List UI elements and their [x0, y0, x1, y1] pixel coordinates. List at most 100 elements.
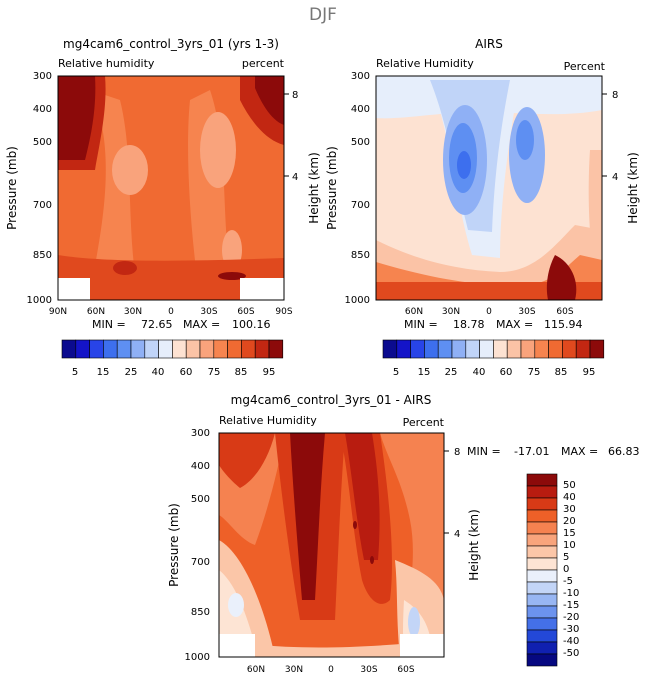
- max-label: MAX =: [561, 445, 598, 458]
- field-band: [353, 521, 357, 529]
- colorbar-swatch: [520, 339, 536, 359]
- y-tick-label: 400: [351, 104, 370, 115]
- colorbar-swatch: [241, 339, 256, 359]
- field-band: [84, 90, 140, 300]
- colorbar-label: 50: [563, 480, 576, 491]
- y-ticks-left: 300 400 500 700 850 1000: [185, 428, 210, 663]
- min-max-readout: MIN = 72.65 MAX = 100.16: [92, 318, 271, 331]
- heatmap-field: [219, 433, 444, 657]
- colorbar-abs: [382, 339, 605, 359]
- y-ticks-left: 300 400 500 700 850 1000: [27, 71, 52, 306]
- colorbar-label: 60: [180, 367, 193, 378]
- colorbar-swatch: [526, 521, 558, 535]
- x-tick-label: 60S: [237, 307, 254, 317]
- colorbar-label: 15: [563, 528, 576, 539]
- y-axis-label-right: Height (km): [626, 152, 640, 223]
- y-tick-label-right: 8: [454, 447, 460, 458]
- colorbar-swatch: [116, 339, 132, 359]
- x-tick-label: 30N: [442, 307, 460, 317]
- colorbar-swatch: [185, 339, 201, 359]
- colorbar-label: -30: [563, 624, 579, 635]
- field-band: [290, 433, 325, 600]
- colorbar-label: 25: [125, 367, 138, 378]
- x-tick-label: 30S: [518, 307, 535, 317]
- plot-frame: [57, 75, 285, 301]
- field-band: [58, 76, 96, 160]
- colorbar-swatch: [526, 533, 558, 547]
- y-tick-label: 850: [33, 250, 52, 261]
- panel-subtitle-right: Percent: [403, 416, 445, 429]
- y-tick-label: 500: [191, 494, 210, 505]
- field-band: [200, 112, 236, 188]
- field-band: [218, 272, 246, 280]
- x-tick-label: 90S: [275, 307, 292, 317]
- colorbar-swatch: [526, 605, 558, 619]
- colorbar-swatch: [213, 339, 228, 359]
- colorbar-label: 5: [72, 367, 78, 378]
- max-value: 100.16: [232, 318, 271, 331]
- colorbar-swatch: [451, 339, 467, 359]
- y-axis-label-right: Height (km): [307, 152, 321, 223]
- colorbar-swatch: [526, 509, 558, 523]
- colorbar-label: 5: [393, 367, 399, 378]
- colorbar-swatch: [61, 339, 77, 359]
- y-tick-label: 300: [191, 428, 210, 439]
- colorbar-labels: 5 15 25 40 60 75 85 95: [72, 367, 276, 378]
- min-label: MIN =: [404, 318, 438, 331]
- colorbar-label: -15: [563, 600, 579, 611]
- colorbar-label: 85: [235, 367, 248, 378]
- x-tick-label: 0: [328, 665, 334, 675]
- colorbar-label: 75: [528, 367, 541, 378]
- terrain-mask: [219, 634, 255, 657]
- field-band: [228, 593, 244, 617]
- x-tick-label: 0: [486, 307, 492, 317]
- colorbar-swatch: [526, 545, 558, 559]
- y-ticks-right: 8 4: [444, 447, 460, 540]
- y-tick-label: 700: [191, 557, 210, 568]
- x-ticks: 60N 30N 0 30S 60S: [405, 307, 574, 317]
- y-tick-label: 400: [33, 104, 52, 115]
- colorbar-swatch: [548, 339, 563, 359]
- y-ticks-right: 8 4: [284, 90, 298, 183]
- x-tick-label: 60N: [405, 307, 423, 317]
- figure-title: DJF: [309, 5, 337, 25]
- x-tick-label: 30S: [200, 307, 217, 317]
- min-value: -17.01: [514, 445, 549, 458]
- field-band: [408, 607, 420, 637]
- x-tick-label: 60N: [87, 307, 105, 317]
- colorbar-swatch: [526, 593, 558, 607]
- colorbar-label: 15: [418, 367, 431, 378]
- y-axis-label: Pressure (mb): [325, 146, 339, 230]
- panel-title: mg4cam6_control_3yrs_01 - AIRS: [231, 393, 432, 407]
- max-label: MAX =: [496, 318, 533, 331]
- y-tick-label: 850: [191, 607, 210, 618]
- colorbar-swatch: [526, 641, 558, 655]
- y-ticks-left: 300 400 500 700 850 1000: [345, 71, 370, 306]
- panel-subtitle-right: percent: [242, 57, 285, 70]
- y-axis-label: Pressure (mb): [5, 146, 19, 230]
- colorbar-swatch: [493, 339, 508, 359]
- panel-title: AIRS: [475, 37, 503, 51]
- heatmap-field: [376, 76, 602, 300]
- colorbar-label: 25: [445, 367, 458, 378]
- x-tick-label: 90N: [49, 307, 67, 317]
- colorbar-label: 30: [563, 504, 576, 515]
- colorbar-label: 40: [152, 367, 165, 378]
- panel-difference: mg4cam6_control_3yrs_01 - AIRS Relative …: [167, 393, 640, 675]
- colorbar-swatch: [526, 473, 558, 487]
- colorbar-swatch: [424, 339, 439, 359]
- colorbar-swatch: [75, 339, 90, 359]
- colorbar-labels: 5 15 25 40 60 75 85 95: [393, 367, 596, 378]
- colorbar-label: -20: [563, 612, 579, 623]
- terrain-mask: [400, 634, 444, 657]
- colorbar-labels: 50 40 30 20 15 10 5 0 -5 -10 -15 -20 -30…: [563, 480, 579, 659]
- min-value: 18.78: [453, 318, 485, 331]
- colorbar-label: 60: [500, 367, 513, 378]
- colorbar-label: 20: [563, 516, 576, 527]
- colorbar-swatch: [437, 339, 453, 359]
- colorbar-swatch: [526, 581, 558, 595]
- terrain-mask: [240, 278, 284, 300]
- colorbar-label: 85: [555, 367, 568, 378]
- max-value: 66.83: [608, 445, 640, 458]
